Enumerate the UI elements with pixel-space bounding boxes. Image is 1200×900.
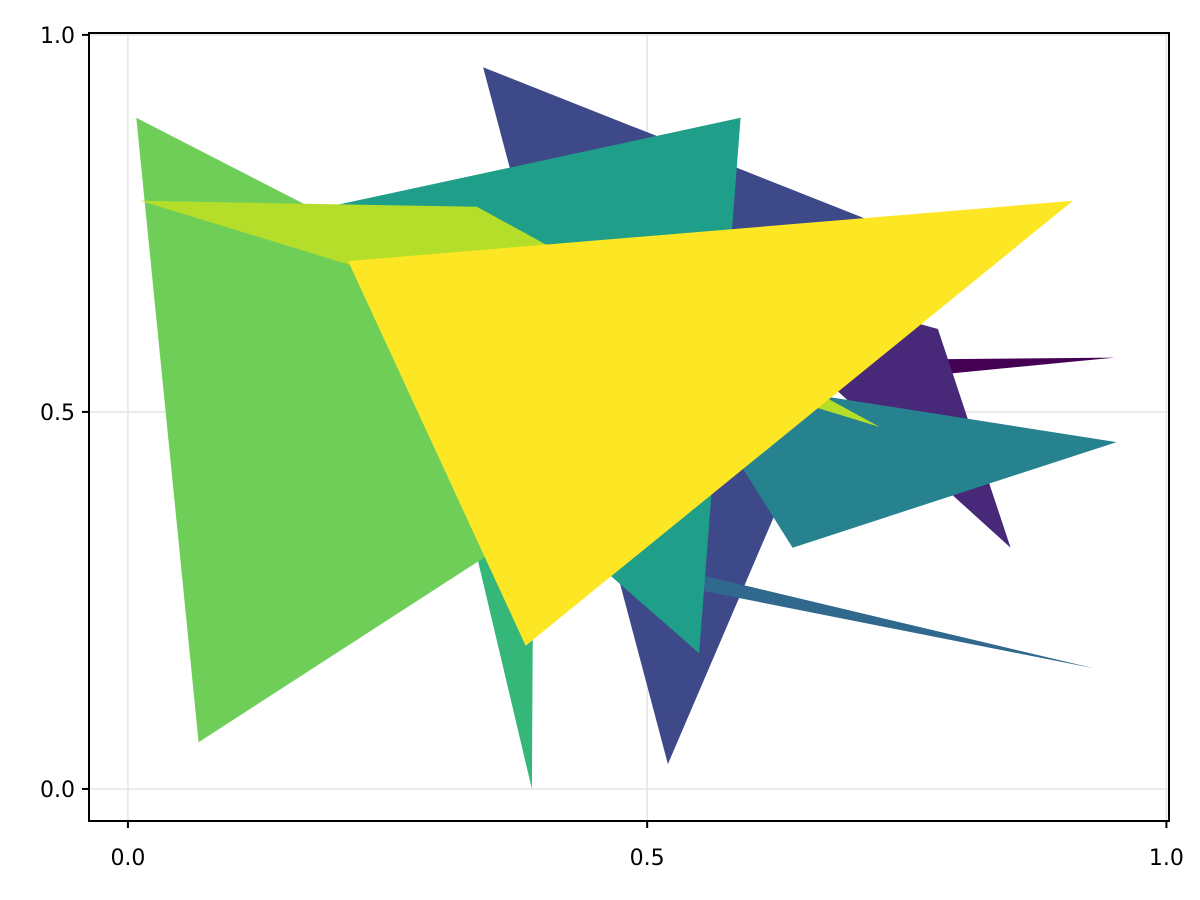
y-tick-label: 1.0 — [40, 24, 75, 49]
triangle-shape — [348, 200, 1073, 646]
polygon-series — [136, 67, 1117, 789]
triangle-shape — [136, 117, 710, 743]
x-tick-label: 0.0 — [110, 846, 145, 871]
y-tick-label: 0.5 — [40, 401, 75, 426]
x-axis-tick-labels: 0.0 0.5 1.0 — [110, 846, 1183, 871]
y-axis-tick-labels: 0.0 0.5 1.0 — [40, 24, 75, 803]
plot-frame — [88, 32, 1170, 822]
axis-ticks — [82, 33, 1168, 828]
x-tick-label: 1.0 — [1149, 846, 1184, 871]
y-tick-label: 0.0 — [40, 778, 75, 803]
triangle-shape — [553, 540, 1094, 669]
x-tick-label: 0.5 — [630, 846, 665, 871]
